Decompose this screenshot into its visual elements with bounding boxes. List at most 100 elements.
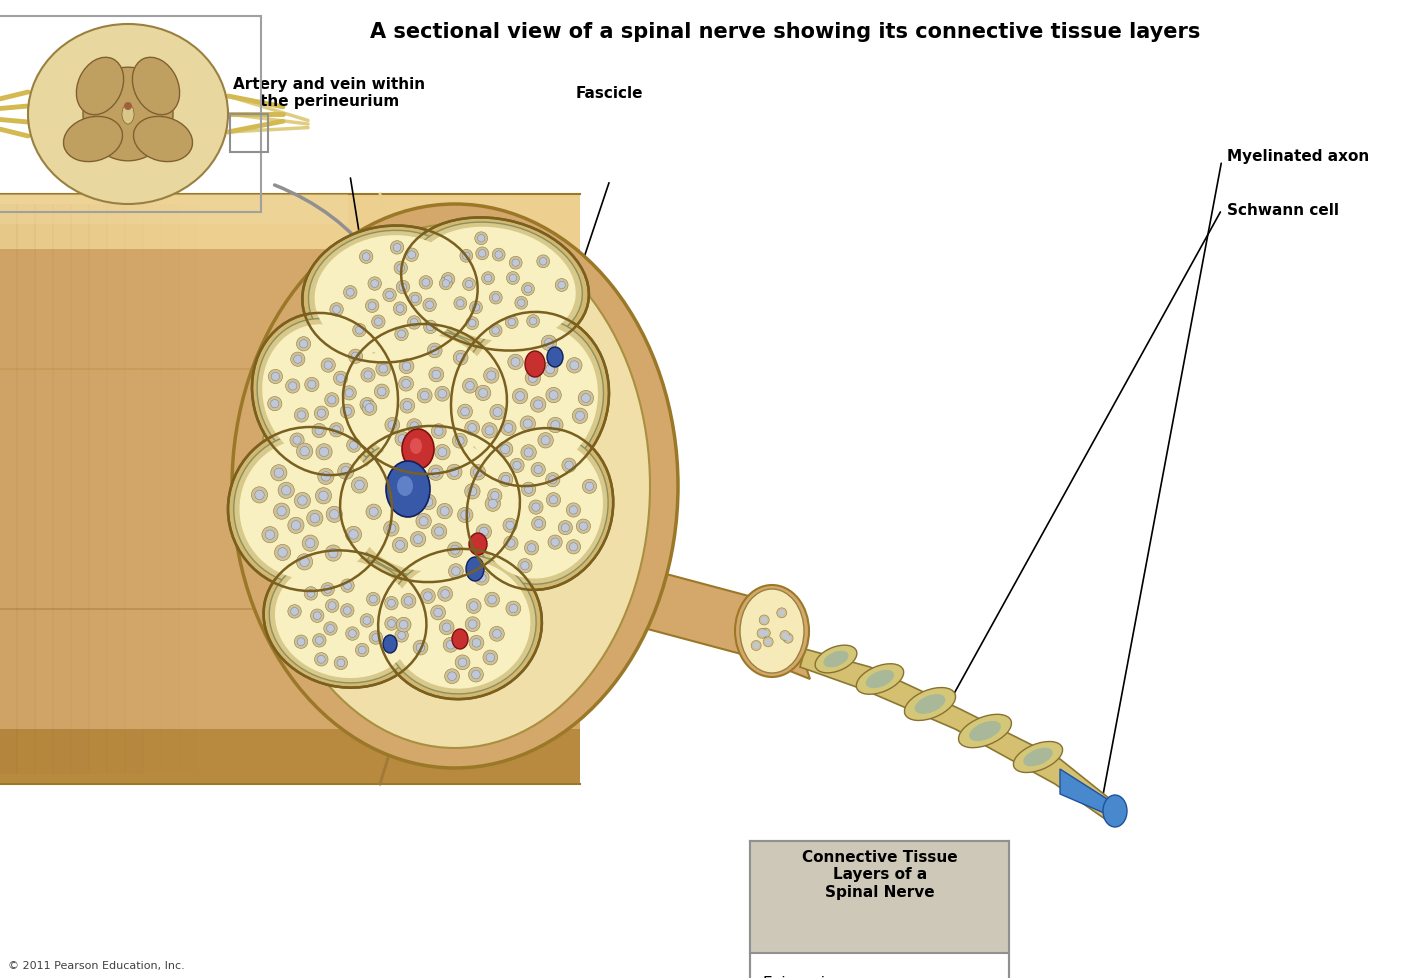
Circle shape (435, 427, 443, 436)
Ellipse shape (451, 630, 468, 649)
Text: A sectional view of a spinal nerve showing its connective tissue layers: A sectional view of a spinal nerve showi… (370, 22, 1200, 42)
Circle shape (523, 420, 533, 428)
Ellipse shape (275, 560, 415, 679)
Circle shape (321, 472, 331, 481)
Circle shape (349, 530, 359, 540)
Circle shape (449, 564, 463, 579)
Circle shape (255, 491, 264, 500)
Circle shape (349, 630, 356, 638)
Circle shape (394, 262, 408, 276)
Ellipse shape (904, 688, 956, 721)
Circle shape (313, 634, 327, 647)
Circle shape (492, 294, 499, 302)
Circle shape (315, 637, 324, 645)
Circle shape (439, 620, 454, 635)
Circle shape (395, 432, 409, 447)
Circle shape (550, 391, 558, 400)
Circle shape (524, 486, 533, 494)
Ellipse shape (547, 347, 564, 368)
Circle shape (876, 680, 883, 687)
Circle shape (318, 468, 334, 485)
Circle shape (296, 337, 311, 351)
Circle shape (314, 653, 328, 666)
Circle shape (329, 511, 339, 519)
Circle shape (453, 434, 467, 449)
Circle shape (502, 475, 510, 484)
Circle shape (402, 363, 411, 372)
Circle shape (464, 484, 479, 500)
Circle shape (273, 504, 290, 519)
Circle shape (345, 527, 362, 543)
Circle shape (555, 280, 568, 292)
Circle shape (272, 373, 279, 381)
Circle shape (271, 466, 287, 481)
Circle shape (515, 297, 527, 310)
Polygon shape (0, 195, 348, 225)
Circle shape (426, 301, 433, 309)
Circle shape (470, 636, 484, 650)
Circle shape (432, 424, 446, 439)
Circle shape (439, 278, 453, 290)
Circle shape (341, 604, 355, 617)
Circle shape (297, 444, 313, 460)
Circle shape (545, 473, 559, 487)
Circle shape (386, 418, 400, 433)
Circle shape (534, 466, 543, 474)
Circle shape (509, 275, 517, 283)
Circle shape (329, 303, 343, 317)
Circle shape (363, 617, 370, 625)
Circle shape (478, 574, 486, 583)
Circle shape (522, 284, 534, 296)
Circle shape (576, 519, 590, 534)
Ellipse shape (259, 225, 651, 748)
Circle shape (561, 524, 569, 532)
Circle shape (307, 590, 315, 598)
Circle shape (324, 362, 332, 370)
Circle shape (408, 251, 415, 259)
Circle shape (388, 422, 397, 429)
Ellipse shape (264, 551, 426, 688)
Ellipse shape (386, 462, 430, 517)
Ellipse shape (346, 432, 513, 577)
Circle shape (343, 582, 352, 590)
Circle shape (268, 370, 283, 384)
Circle shape (325, 546, 341, 561)
Circle shape (582, 480, 597, 494)
Ellipse shape (229, 427, 393, 592)
Ellipse shape (959, 715, 1011, 748)
Circle shape (484, 369, 499, 383)
Circle shape (366, 299, 379, 313)
Circle shape (562, 459, 576, 472)
Circle shape (785, 636, 791, 642)
Circle shape (387, 620, 395, 628)
Circle shape (489, 325, 502, 337)
Circle shape (503, 518, 517, 533)
Circle shape (379, 365, 387, 374)
Circle shape (522, 483, 536, 497)
Circle shape (517, 299, 524, 307)
Circle shape (372, 634, 380, 642)
Circle shape (442, 281, 450, 288)
Circle shape (418, 388, 432, 404)
Circle shape (527, 544, 536, 553)
Circle shape (423, 593, 432, 600)
Circle shape (465, 421, 479, 436)
Circle shape (398, 435, 407, 444)
Circle shape (460, 250, 472, 263)
Circle shape (430, 347, 439, 355)
Circle shape (275, 468, 283, 478)
Circle shape (474, 468, 482, 477)
Circle shape (470, 602, 478, 610)
Circle shape (488, 489, 502, 504)
Circle shape (398, 377, 414, 391)
Circle shape (530, 318, 537, 326)
Circle shape (363, 401, 372, 409)
Circle shape (494, 408, 502, 417)
Circle shape (478, 250, 486, 258)
Circle shape (482, 650, 498, 665)
Circle shape (342, 386, 356, 401)
Circle shape (501, 421, 516, 436)
Circle shape (343, 287, 358, 299)
Circle shape (576, 412, 585, 421)
Ellipse shape (823, 651, 848, 668)
